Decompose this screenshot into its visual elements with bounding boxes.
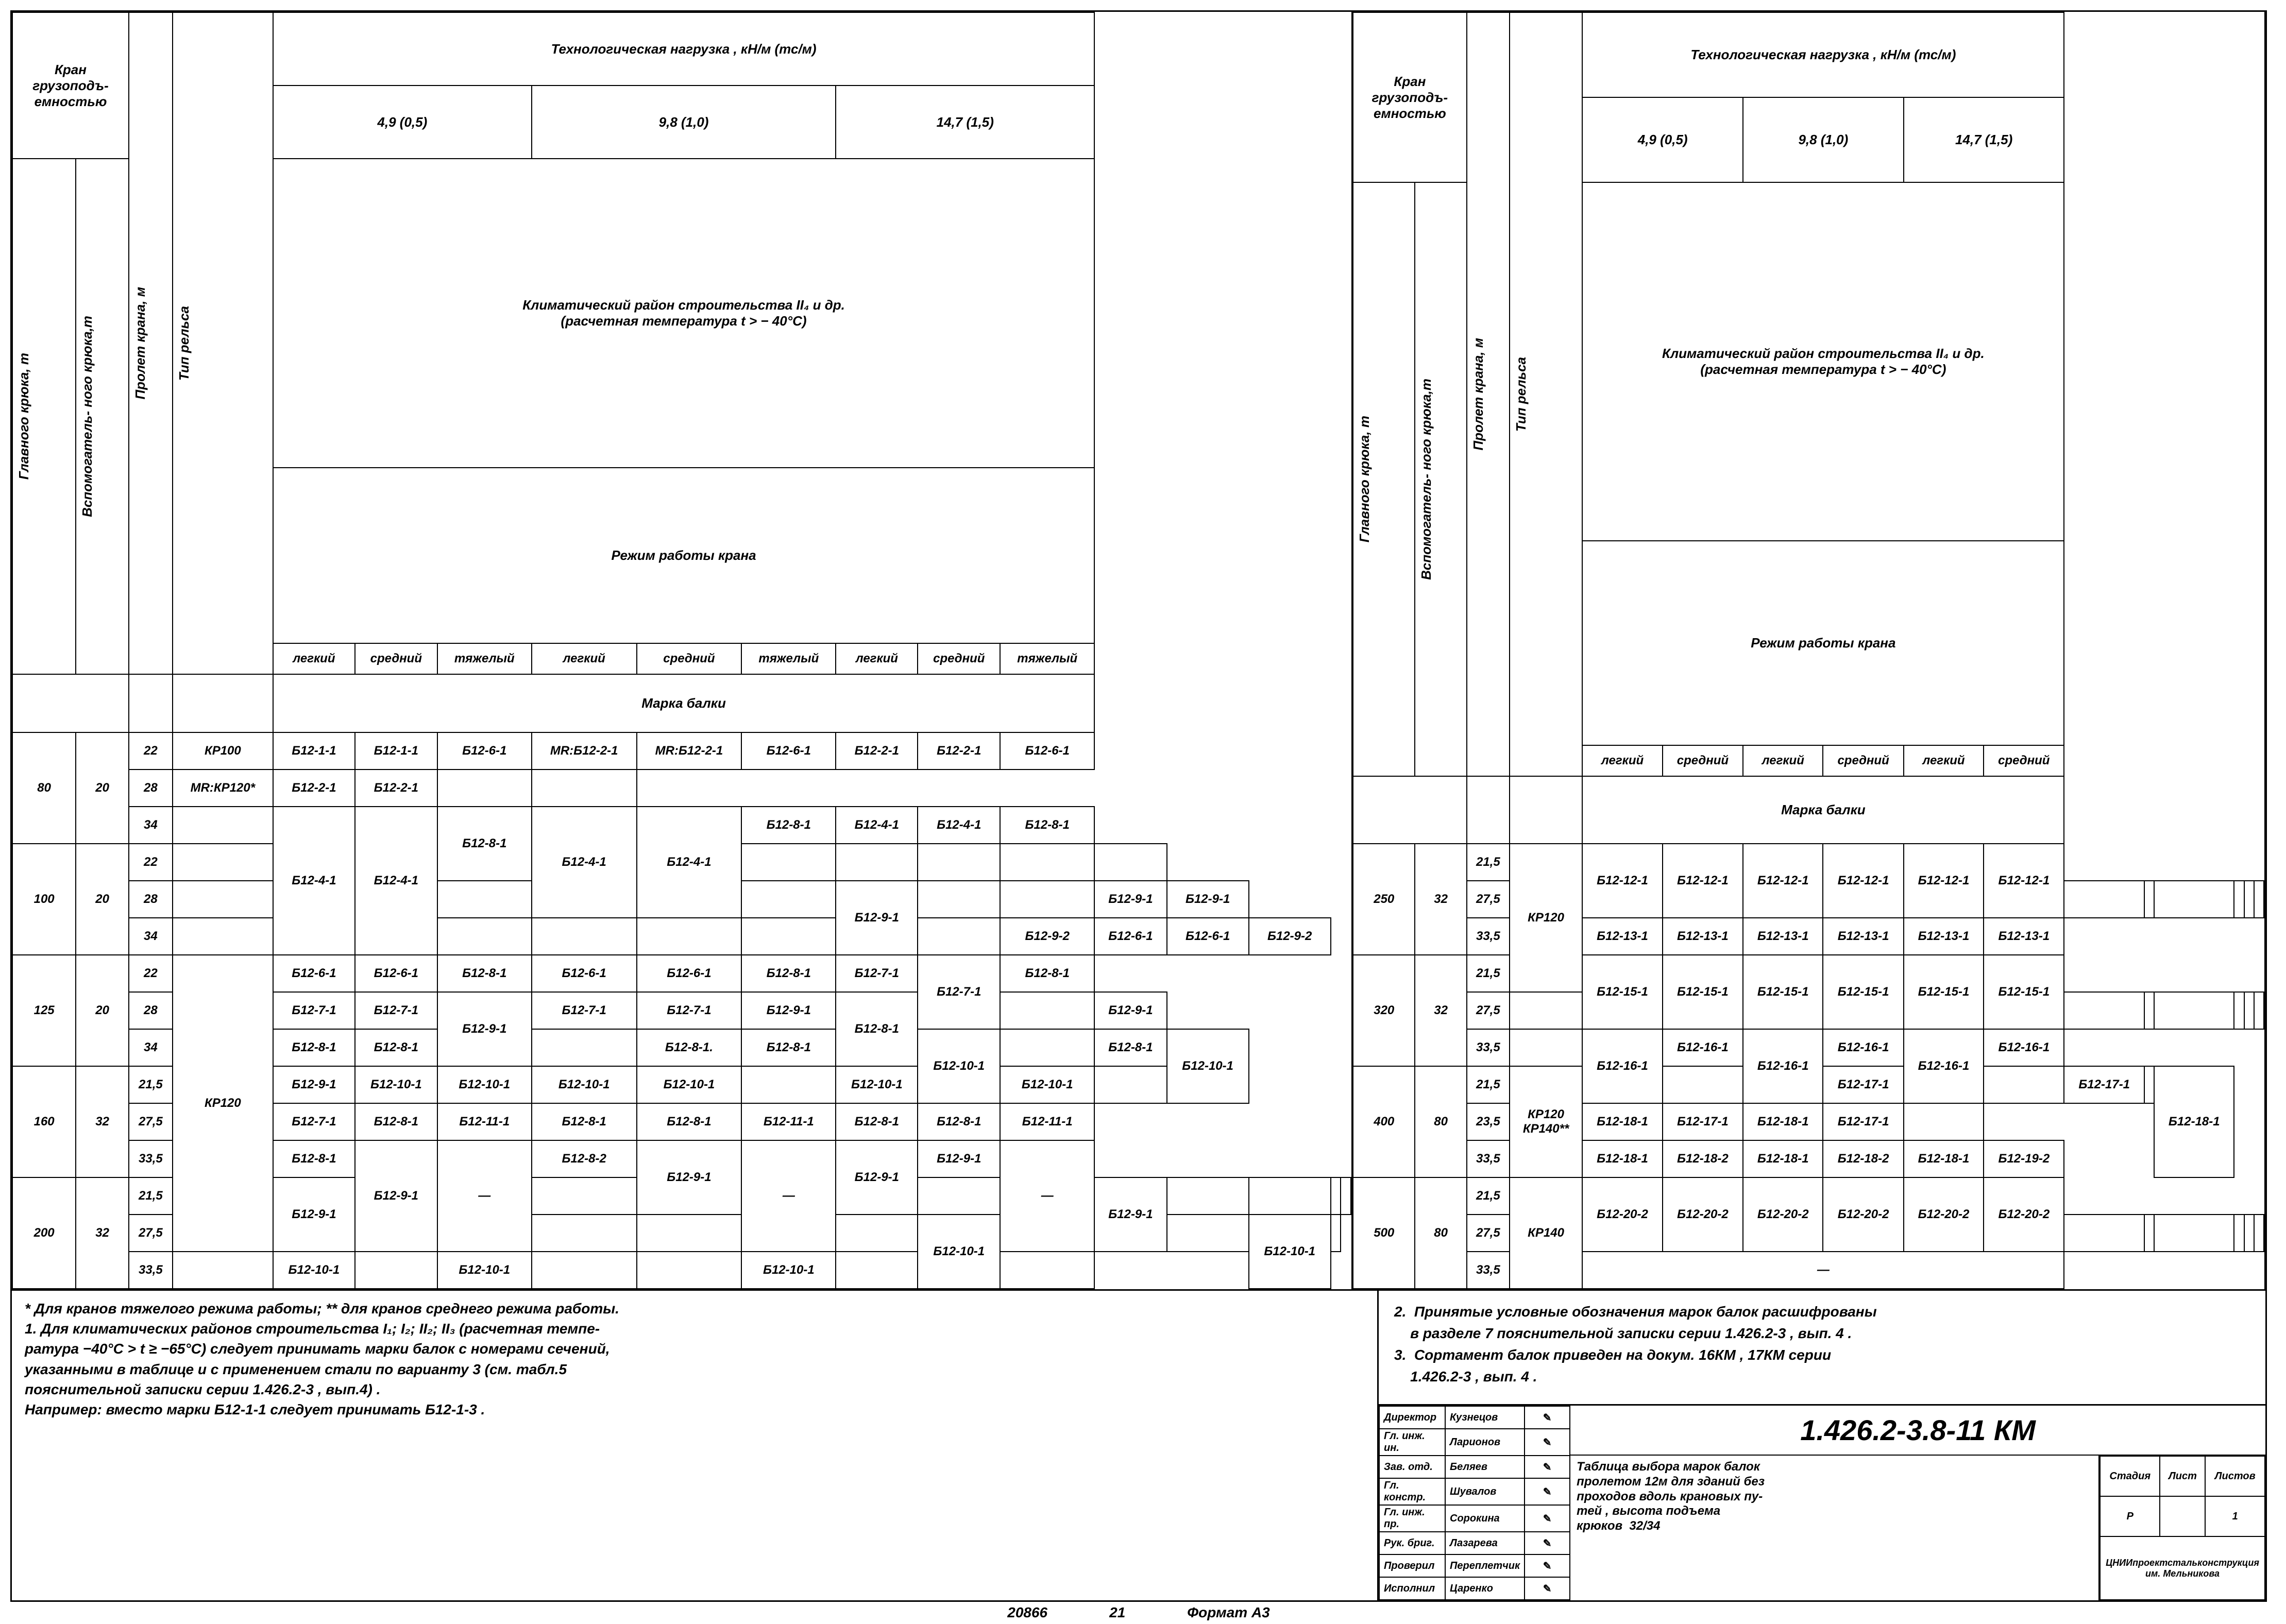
meta-table: СтадияЛистЛистов Р1 ЦНИИпроектстальконст… <box>2099 1456 2265 1600</box>
title-block: ДиректорКузнецов✎Гл. инж. ин.Ларионов✎За… <box>1379 1404 2265 1600</box>
page-footer: 2086621Формат А3 <box>12 1604 2265 1621</box>
drawing-description: Таблица выбора марок балок пролетом 12м … <box>1570 1456 2099 1600</box>
left-selection-table: Крангрузоподъ-емностью Пролет крана, м Т… <box>12 12 1352 1289</box>
drawing-sheet: Крангрузоподъ-емностью Пролет крана, м Т… <box>10 10 2267 1602</box>
organization: ЦНИИпроектстальконструкция им. Мельников… <box>2100 1536 2265 1600</box>
drawing-number: 1.426.2-3.8-11 КМ <box>1570 1406 2265 1456</box>
footnote-2-3: 2. Принятые условные обозначения марок б… <box>1379 1291 2265 1398</box>
right-selection-table: Крангрузоподъ-емностью Пролет крана, м Т… <box>1352 12 2265 1289</box>
signatures-table: ДиректорКузнецов✎Гл. инж. ин.Ларионов✎За… <box>1379 1406 1570 1600</box>
footnote-1: * Для кранов тяжелого режима работы; ** … <box>12 1291 1379 1600</box>
